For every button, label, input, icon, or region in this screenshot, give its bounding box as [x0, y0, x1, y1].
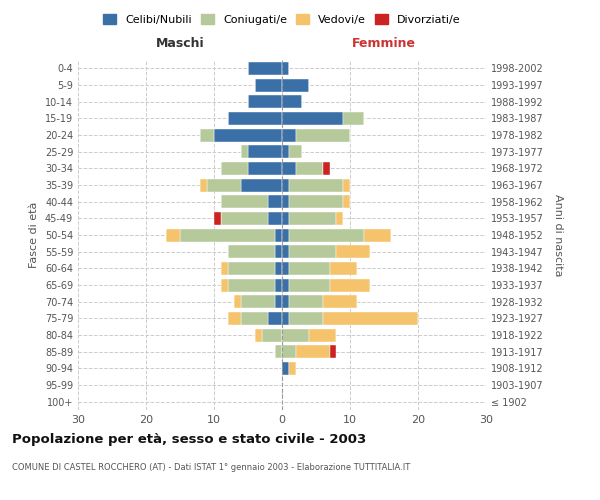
- Bar: [289, 262, 329, 275]
- Bar: [289, 145, 302, 158]
- Bar: [282, 362, 289, 375]
- Bar: [309, 328, 337, 342]
- Bar: [282, 62, 289, 75]
- Bar: [275, 262, 282, 275]
- Bar: [282, 195, 289, 208]
- Bar: [241, 178, 282, 192]
- Bar: [282, 328, 309, 342]
- Bar: [296, 162, 323, 175]
- Bar: [329, 262, 357, 275]
- Bar: [275, 245, 282, 258]
- Text: Femmine: Femmine: [352, 37, 416, 50]
- Bar: [282, 245, 289, 258]
- Bar: [221, 262, 227, 275]
- Bar: [289, 212, 337, 225]
- Bar: [221, 212, 268, 225]
- Bar: [282, 128, 296, 141]
- Text: Popolazione per età, sesso e stato civile - 2003: Popolazione per età, sesso e stato civil…: [12, 432, 366, 446]
- Bar: [282, 95, 302, 108]
- Bar: [282, 228, 289, 241]
- Y-axis label: Fasce di età: Fasce di età: [29, 202, 39, 268]
- Bar: [289, 195, 343, 208]
- Bar: [200, 128, 214, 141]
- Bar: [180, 228, 275, 241]
- Bar: [275, 345, 282, 358]
- Bar: [262, 328, 282, 342]
- Bar: [329, 345, 337, 358]
- Bar: [329, 278, 370, 291]
- Bar: [364, 228, 391, 241]
- Bar: [337, 212, 343, 225]
- Bar: [268, 212, 282, 225]
- Bar: [227, 112, 282, 125]
- Bar: [207, 178, 241, 192]
- Bar: [275, 228, 282, 241]
- Bar: [289, 228, 364, 241]
- Bar: [241, 312, 268, 325]
- Bar: [268, 195, 282, 208]
- Bar: [221, 195, 268, 208]
- Bar: [248, 62, 282, 75]
- Bar: [323, 312, 418, 325]
- Bar: [282, 162, 296, 175]
- Bar: [323, 162, 329, 175]
- Legend: Celibi/Nubili, Coniugati/e, Vedovi/e, Divorziati/e: Celibi/Nubili, Coniugati/e, Vedovi/e, Di…: [100, 10, 464, 28]
- Bar: [296, 128, 350, 141]
- Bar: [248, 162, 282, 175]
- Bar: [289, 362, 296, 375]
- Bar: [221, 278, 227, 291]
- Bar: [227, 262, 275, 275]
- Bar: [241, 295, 275, 308]
- Text: Maschi: Maschi: [155, 37, 205, 50]
- Bar: [200, 178, 207, 192]
- Bar: [289, 178, 343, 192]
- Bar: [282, 212, 289, 225]
- Bar: [235, 295, 241, 308]
- Bar: [282, 145, 289, 158]
- Bar: [248, 145, 282, 158]
- Bar: [289, 295, 323, 308]
- Bar: [282, 112, 343, 125]
- Bar: [227, 278, 275, 291]
- Bar: [227, 312, 241, 325]
- Bar: [214, 212, 221, 225]
- Bar: [282, 345, 296, 358]
- Bar: [255, 78, 282, 92]
- Bar: [214, 128, 282, 141]
- Bar: [289, 245, 337, 258]
- Bar: [296, 345, 329, 358]
- Y-axis label: Anni di nascita: Anni di nascita: [553, 194, 563, 276]
- Bar: [275, 295, 282, 308]
- Bar: [282, 262, 289, 275]
- Bar: [282, 78, 309, 92]
- Bar: [166, 228, 180, 241]
- Bar: [282, 312, 289, 325]
- Bar: [337, 245, 370, 258]
- Bar: [289, 312, 323, 325]
- Bar: [343, 195, 350, 208]
- Bar: [221, 162, 248, 175]
- Bar: [282, 295, 289, 308]
- Bar: [282, 278, 289, 291]
- Bar: [275, 278, 282, 291]
- Bar: [289, 278, 329, 291]
- Bar: [268, 312, 282, 325]
- Bar: [248, 95, 282, 108]
- Bar: [343, 178, 350, 192]
- Bar: [343, 112, 364, 125]
- Bar: [241, 145, 248, 158]
- Bar: [227, 245, 275, 258]
- Bar: [323, 295, 357, 308]
- Text: COMUNE DI CASTEL ROCCHERO (AT) - Dati ISTAT 1° gennaio 2003 - Elaborazione TUTTI: COMUNE DI CASTEL ROCCHERO (AT) - Dati IS…: [12, 463, 410, 472]
- Bar: [282, 178, 289, 192]
- Bar: [255, 328, 262, 342]
